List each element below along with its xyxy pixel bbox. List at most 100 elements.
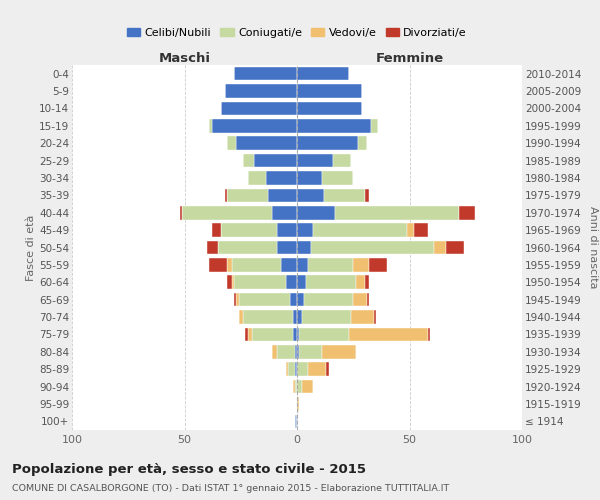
- Bar: [232, 258, 281, 272]
- Bar: [295, 362, 297, 376]
- Bar: [333, 154, 351, 168]
- Bar: [254, 154, 297, 168]
- Bar: [297, 240, 311, 254]
- Bar: [209, 119, 212, 132]
- Bar: [252, 328, 293, 341]
- Bar: [180, 206, 182, 220]
- Bar: [293, 328, 297, 341]
- Bar: [295, 414, 297, 428]
- Bar: [297, 154, 333, 168]
- Bar: [373, 310, 376, 324]
- Bar: [209, 258, 227, 272]
- Bar: [427, 328, 430, 341]
- Bar: [414, 224, 427, 237]
- Bar: [272, 345, 277, 358]
- Text: COMUNE DI CASALBORGONE (TO) - Dati ISTAT 1° gennaio 2015 - Elaborazione TUTTITAL: COMUNE DI CASALBORGONE (TO) - Dati ISTAT…: [12, 484, 449, 493]
- Bar: [302, 380, 313, 394]
- Bar: [297, 293, 304, 306]
- Bar: [288, 362, 295, 376]
- Bar: [232, 276, 234, 289]
- Bar: [227, 258, 232, 272]
- Text: Femmine: Femmine: [376, 52, 443, 65]
- Bar: [445, 240, 464, 254]
- Bar: [353, 293, 367, 306]
- Bar: [297, 258, 308, 272]
- Bar: [304, 293, 353, 306]
- Bar: [358, 136, 367, 150]
- Bar: [272, 206, 297, 220]
- Bar: [227, 276, 232, 289]
- Bar: [297, 84, 362, 98]
- Bar: [297, 119, 371, 132]
- Bar: [277, 345, 295, 358]
- Bar: [459, 206, 475, 220]
- Bar: [295, 380, 297, 394]
- Bar: [212, 119, 297, 132]
- Bar: [297, 328, 299, 341]
- Bar: [239, 310, 243, 324]
- Bar: [355, 276, 365, 289]
- Bar: [313, 224, 407, 237]
- Bar: [227, 188, 268, 202]
- Bar: [297, 345, 299, 358]
- Bar: [353, 258, 369, 272]
- Bar: [293, 380, 295, 394]
- Bar: [299, 345, 322, 358]
- Bar: [308, 362, 326, 376]
- Bar: [351, 310, 373, 324]
- Bar: [308, 258, 353, 272]
- Bar: [297, 310, 302, 324]
- Bar: [365, 276, 369, 289]
- Bar: [295, 345, 297, 358]
- Bar: [349, 328, 427, 341]
- Bar: [297, 224, 313, 237]
- Bar: [225, 188, 227, 202]
- Bar: [306, 276, 355, 289]
- Bar: [293, 310, 297, 324]
- Bar: [297, 188, 324, 202]
- Bar: [297, 136, 358, 150]
- Bar: [371, 119, 378, 132]
- Bar: [335, 206, 459, 220]
- Bar: [297, 397, 299, 410]
- Bar: [326, 362, 329, 376]
- Bar: [221, 102, 297, 115]
- Bar: [281, 258, 297, 272]
- Bar: [227, 136, 236, 150]
- Bar: [245, 328, 248, 341]
- Bar: [322, 345, 355, 358]
- Bar: [297, 67, 349, 80]
- Bar: [290, 293, 297, 306]
- Bar: [311, 240, 434, 254]
- Bar: [299, 328, 349, 341]
- Bar: [297, 102, 362, 115]
- Bar: [297, 380, 302, 394]
- Bar: [369, 258, 387, 272]
- Bar: [367, 293, 369, 306]
- Bar: [302, 310, 351, 324]
- Bar: [218, 240, 277, 254]
- Bar: [277, 240, 297, 254]
- Bar: [265, 171, 297, 185]
- Bar: [434, 240, 445, 254]
- Bar: [234, 276, 286, 289]
- Bar: [248, 171, 265, 185]
- Bar: [268, 188, 297, 202]
- Bar: [243, 154, 254, 168]
- Bar: [212, 224, 221, 237]
- Bar: [248, 328, 252, 341]
- Bar: [207, 240, 218, 254]
- Bar: [297, 171, 322, 185]
- Bar: [225, 84, 297, 98]
- Bar: [297, 362, 308, 376]
- Bar: [234, 293, 236, 306]
- Bar: [324, 188, 365, 202]
- Text: Maschi: Maschi: [158, 52, 211, 65]
- Bar: [286, 276, 297, 289]
- Bar: [236, 293, 239, 306]
- Bar: [365, 188, 369, 202]
- Bar: [236, 136, 297, 150]
- Bar: [182, 206, 272, 220]
- Legend: Celibi/Nubili, Coniugati/e, Vedovi/e, Divorziati/e: Celibi/Nubili, Coniugati/e, Vedovi/e, Di…: [122, 23, 472, 42]
- Y-axis label: Anni di nascita: Anni di nascita: [588, 206, 598, 289]
